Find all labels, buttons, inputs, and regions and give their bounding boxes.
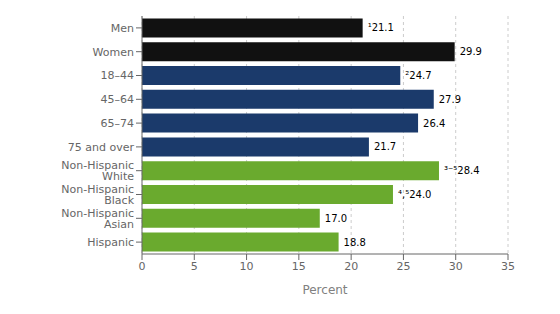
- svg-text:Women: Women: [93, 46, 134, 59]
- svg-text:20: 20: [344, 260, 358, 273]
- svg-text:75 and over: 75 and over: [68, 141, 135, 154]
- svg-text:15: 15: [292, 260, 306, 273]
- svg-text:0: 0: [139, 260, 146, 273]
- svg-text:65–74: 65–74: [101, 117, 135, 130]
- svg-text:10: 10: [240, 260, 254, 273]
- svg-text:Non-HispanicAsian: Non-HispanicAsian: [61, 207, 134, 231]
- svg-text:Non-HispanicWhite: Non-HispanicWhite: [61, 159, 134, 183]
- svg-text:25: 25: [396, 260, 410, 273]
- svg-text:18–44: 18–44: [101, 69, 135, 82]
- svg-text:18.8: 18.8: [344, 237, 366, 248]
- svg-text:17.0: 17.0: [325, 213, 347, 224]
- svg-text:Men: Men: [111, 22, 134, 35]
- svg-text:26.4: 26.4: [423, 118, 445, 129]
- svg-text:⁴,⁵24.0: ⁴,⁵24.0: [398, 189, 431, 200]
- svg-text:¹21.1: ¹21.1: [368, 22, 394, 33]
- svg-text:Percent: Percent: [302, 283, 347, 297]
- svg-text:30: 30: [449, 260, 463, 273]
- svg-text:27.9: 27.9: [439, 94, 461, 105]
- svg-text:³⁻⁵28.4: ³⁻⁵28.4: [444, 165, 480, 176]
- svg-text:29.9: 29.9: [460, 46, 482, 57]
- svg-text:²24.7: ²24.7: [405, 70, 431, 81]
- svg-text:Hispanic: Hispanic: [87, 236, 134, 249]
- svg-text:21.7: 21.7: [374, 141, 396, 152]
- svg-text:5: 5: [191, 260, 198, 273]
- svg-text:35: 35: [501, 260, 515, 273]
- svg-text:Non-HispanicBlack: Non-HispanicBlack: [61, 183, 134, 207]
- svg-text:45–64: 45–64: [101, 93, 135, 106]
